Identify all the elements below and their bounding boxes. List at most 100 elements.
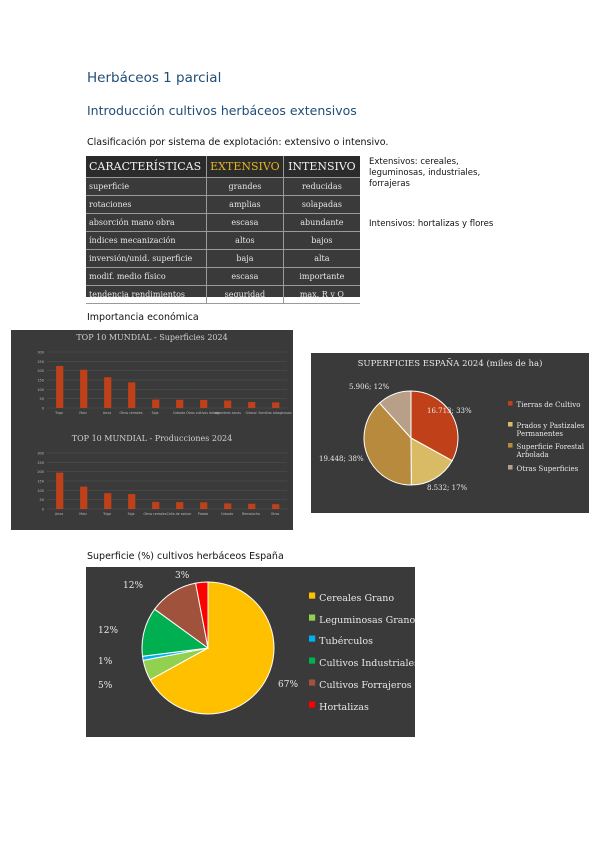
bar xyxy=(104,493,112,509)
x-tick-label: Girasol xyxy=(245,411,256,415)
x-tick-label: Maíz xyxy=(79,411,87,415)
bar xyxy=(272,402,280,408)
table-cell: inversión/unid. superficie xyxy=(86,249,208,268)
y-tick-label: 150 xyxy=(37,379,44,383)
crops-panel: 67% 5% 1% 12% 12% 3% Cereales Grano Leguminosas… xyxy=(86,567,419,737)
table-header-2: INTENSIVO xyxy=(283,156,360,178)
bar xyxy=(272,504,280,509)
pie1-legend-swatch xyxy=(508,422,513,427)
x-tick-label: Cebada xyxy=(221,512,233,516)
x-tick-label: Otros cereales xyxy=(120,411,143,415)
pie1-legend-swatch xyxy=(508,401,513,406)
classification-heading: Clasificación por sistema de explotación… xyxy=(87,137,389,148)
world-top10-panel: TOP 10 MUNDIAL - Superficies 2024 300 250 2… xyxy=(11,330,293,530)
x-tick-label: Remolacha xyxy=(242,512,260,516)
spain-surfaces-pie: SUPERFICIES ESPAÑA 2024 (miles de ha) 16.… xyxy=(319,357,585,492)
table-row: modif. medio físico escasa importante xyxy=(86,267,360,286)
crops-heading: Superficie (%) cultivos herbáceos España xyxy=(87,551,284,562)
table-cell: max. R y Q xyxy=(283,285,360,304)
bar xyxy=(224,503,232,509)
pie1-slice xyxy=(363,402,412,486)
pie2-slice xyxy=(195,581,209,649)
table-cell: escasa xyxy=(206,267,284,286)
table-cell: amplias xyxy=(206,195,284,214)
x-tick-label: Caña de azúcar xyxy=(167,512,193,516)
x-tick-label: Maíz xyxy=(79,512,87,516)
pie1-title: SUPERFICIES ESPAÑA 2024 (miles de ha) xyxy=(358,357,543,369)
y-tick-label: 300 xyxy=(37,452,44,456)
y-tick-label: 200 xyxy=(37,470,44,474)
x-tick-label: Legumbres secas xyxy=(213,411,241,415)
pie1-legend-swatch xyxy=(508,443,513,448)
bar xyxy=(152,399,160,408)
pie1-legend-swatch xyxy=(508,465,513,470)
x-tick-label: Trigo xyxy=(54,411,63,415)
x-tick-label: Otros cereales xyxy=(144,512,167,516)
pie2-legend-label: Leguminosas Grano xyxy=(319,615,415,626)
bar xyxy=(56,366,64,408)
pie2-data-label: 5% xyxy=(98,681,113,691)
table-row: absorción mano obra escasa abundante xyxy=(86,213,360,232)
pie2-legend-label: Tubérculos xyxy=(319,636,373,647)
bar xyxy=(104,377,112,408)
x-tick-label: Semillas oleaginosas xyxy=(258,411,292,415)
pie1-data-label: 8.532; 17% xyxy=(427,484,468,492)
pie2-data-label: 3% xyxy=(175,571,190,581)
table-header-1: EXTENSIVO xyxy=(206,156,284,178)
y-tick-label: 300 xyxy=(37,351,44,355)
spain-surfaces-panel: SUPERFICIES ESPAÑA 2024 (miles de ha) 16.… xyxy=(311,353,589,513)
y-tick-label: 100 xyxy=(37,388,44,392)
table-cell: baja xyxy=(206,249,284,268)
note-extensivos: Extensivos: cereales, leguminosas, indus… xyxy=(369,157,481,189)
table-row: superficie grandes reducidas xyxy=(86,177,360,196)
pie2-data-label: 12% xyxy=(123,581,143,591)
bar xyxy=(248,402,256,408)
x-tick-label: Cebada xyxy=(173,411,185,415)
table-cell: tendencia rendimientos xyxy=(86,285,208,304)
x-tick-label: Soja xyxy=(128,512,135,516)
bar xyxy=(80,486,88,509)
y-tick-label: 50 xyxy=(40,397,44,401)
table-cell: importante xyxy=(283,267,360,286)
table-cell: reducidas xyxy=(283,177,360,196)
table-cell: grandes xyxy=(206,177,284,196)
bar xyxy=(128,494,136,509)
y-tick-label: 100 xyxy=(37,489,44,493)
table-cell: abundante xyxy=(283,213,360,232)
pie2-data-label: 12% xyxy=(98,626,118,636)
pie1-slice xyxy=(410,437,453,486)
pie2-legend-swatch xyxy=(309,679,316,686)
x-tick-label: Arroz xyxy=(55,512,64,516)
pie1-data-label: 19.448; 38% xyxy=(319,455,364,463)
pie2-legend-swatch xyxy=(309,701,316,708)
table-cell: altos xyxy=(206,231,284,250)
table-row: inversión/unid. superficie baja alta xyxy=(86,249,360,268)
bar-chart-title-1: TOP 10 MUNDIAL - Producciones 2024 xyxy=(72,434,232,443)
y-tick-label: 50 xyxy=(40,498,44,502)
pie2-slice xyxy=(149,581,275,715)
table-row: tendencia rendimientos seguridad max. R y … xyxy=(86,285,360,304)
bar xyxy=(80,369,88,408)
table-cell: modif. medio físico xyxy=(86,267,208,286)
table-cell: escasa xyxy=(206,213,284,232)
y-tick-label: 0 xyxy=(42,407,44,411)
pie1-slice xyxy=(378,390,412,440)
table-row: rotaciones amplias solapadas xyxy=(86,195,360,214)
x-tick-label: Otros cultivos de raíz xyxy=(186,411,220,415)
section-subtitle: Introducción cultivos herbáceos extensiv… xyxy=(87,103,357,118)
world-bar-charts: TOP 10 MUNDIAL - Superficies 2024 300 250 2… xyxy=(37,333,292,516)
bar xyxy=(200,502,208,509)
x-tick-label: Arroz xyxy=(103,411,112,415)
table-header-0: CARACTERÍSTICAS xyxy=(86,156,208,178)
pie2-data-label: 67% xyxy=(278,680,298,690)
x-tick-label: Patata xyxy=(198,512,208,516)
pie2-data-label: 1% xyxy=(98,657,113,667)
x-tick-label: Otros xyxy=(271,512,280,516)
table-row: índices mecanización altos bajos xyxy=(86,231,360,250)
pie1-legend-label: Tierras de Cultivo xyxy=(517,401,581,409)
table-cell: seguridad xyxy=(206,285,284,304)
x-tick-label: Soja xyxy=(152,411,159,415)
y-tick-label: 250 xyxy=(37,461,44,465)
pie2-legend-label: Cereales Grano xyxy=(319,593,394,604)
pie1-legend-label: Superficie Forestal Arbolada xyxy=(516,443,585,459)
